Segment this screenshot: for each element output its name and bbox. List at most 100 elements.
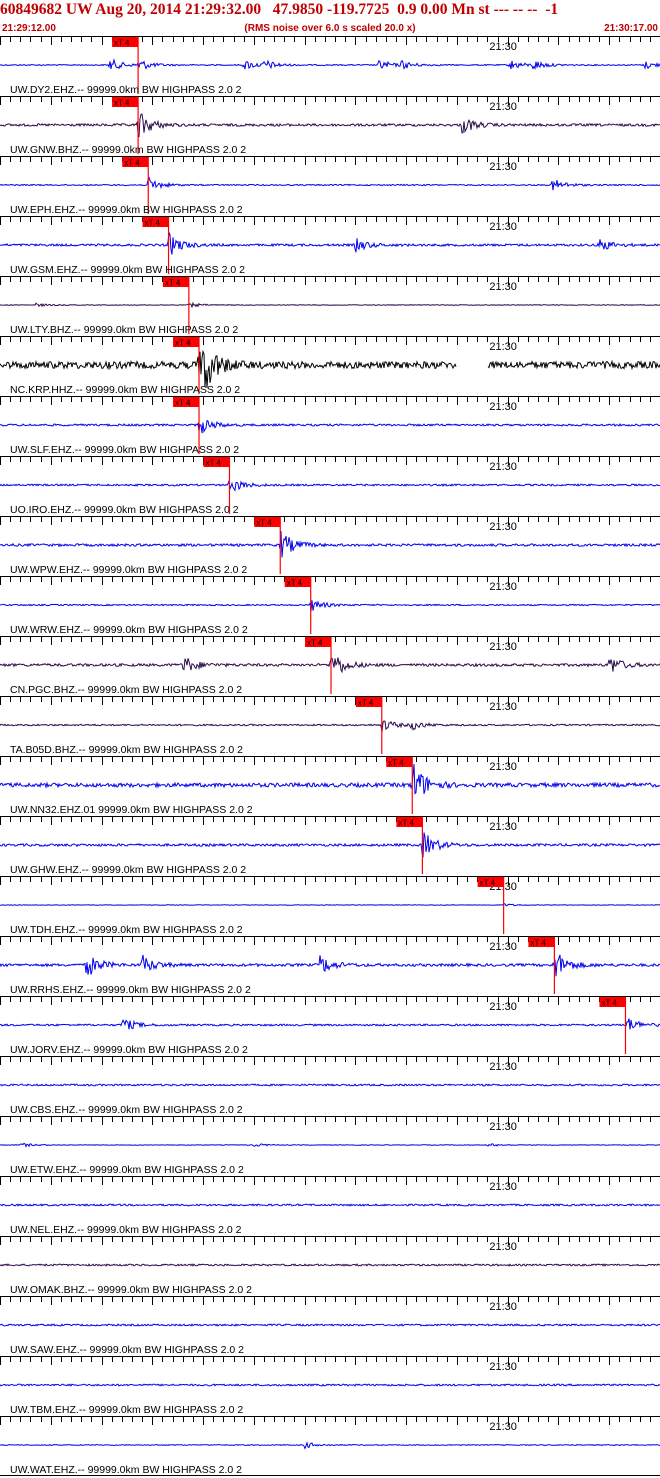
trace-row: 21:30 xT 4 CN.PGC.BHZ.-- 99999.0km BW HIGH… bbox=[0, 636, 660, 696]
trace-row: 21:30 xT 4 UW.WRW.EHZ.-- 99999.0km BW HIGH… bbox=[0, 576, 660, 636]
seismogram-plot: 21:30 xT 4 UW.DY2.EHZ.-- 99999.0km BW HIGH… bbox=[0, 36, 660, 1476]
time-marker-label: 21:30 bbox=[489, 761, 517, 773]
station-label: UW.WRW.EHZ.-- 99999.0km BW HIGHPASS 2.0 … bbox=[10, 624, 248, 636]
pick-marker-box bbox=[305, 637, 332, 647]
rms-noise-note: (RMS noise over 6.0 s scaled 20.0 x) bbox=[244, 23, 416, 34]
pick-marker-box bbox=[284, 577, 311, 587]
station-label: UW.GNW.BHZ.-- 99999.0km BW HIGHPASS 2.0 … bbox=[10, 144, 246, 156]
trace-row: 21:30 xT 4 UO.IRO.EHZ.-- 99999.0km BW HIGH… bbox=[0, 456, 660, 516]
time-marker-label: 21:30 bbox=[489, 1061, 517, 1073]
time-marker-label: 21:30 bbox=[489, 341, 517, 353]
pick-marker-box bbox=[396, 817, 423, 827]
station-label: UW.NN32.EHZ.01 99999.0km BW HIGHPASS 2.0… bbox=[10, 804, 253, 816]
waveform-trace bbox=[0, 720, 660, 733]
station-label: UW.SAW.EHZ.-- 99999.0km BW HIGHPASS 2.0 … bbox=[10, 1344, 244, 1356]
trace-row: 21:30 xT 4 UW.LTY.BHZ.-- 99999.0km BW HIGH… bbox=[0, 276, 660, 336]
station-label: UW.GSM.EHZ.-- 99999.0km BW HIGHPASS 2.0 … bbox=[10, 264, 245, 276]
pick-marker-label: xT 4 bbox=[307, 639, 323, 648]
trace-row: 21:30 UW.OMAK.BHZ.-- 99999.0km BW HIGHPAS… bbox=[0, 1236, 660, 1296]
trace-row: 21:30 xT 4 UW.GHW.EHZ.-- 99999.0km BW HIGH… bbox=[0, 816, 660, 876]
waveform-trace bbox=[0, 1440, 660, 1450]
time-marker-label: 21:30 bbox=[489, 641, 517, 653]
pick-marker-box bbox=[112, 37, 139, 47]
pick-marker-label: xT 4 bbox=[287, 579, 303, 588]
pick-marker-label: xT 4 bbox=[145, 219, 161, 228]
pick-marker-box bbox=[254, 517, 281, 527]
time-marker-label: 21:30 bbox=[489, 941, 517, 953]
waveform-trace bbox=[0, 230, 660, 255]
trace-row: 21:30 xT 4 UW.NN32.EHZ.01 99999.0km BW HIG… bbox=[0, 756, 660, 816]
station-label: UO.IRO.EHZ.-- 99999.0km BW HIGHPASS 2.0 … bbox=[10, 504, 239, 516]
trace-row: 21:30 xT 4 UW.JORV.EHZ.-- 99999.0km BW HIG… bbox=[0, 996, 660, 1056]
pick-marker-box bbox=[203, 457, 230, 467]
pick-marker-box bbox=[477, 877, 504, 887]
time-marker-label: 21:30 bbox=[489, 1301, 517, 1313]
pick-marker-label: xT 4 bbox=[388, 759, 404, 768]
pick-marker-box bbox=[112, 97, 139, 107]
waveform-trace bbox=[0, 58, 660, 71]
time-marker-label: 21:30 bbox=[489, 281, 517, 293]
pick-marker-label: xT 4 bbox=[124, 159, 140, 168]
waveform-trace bbox=[0, 657, 660, 674]
station-label: UW.TBM.EHZ.-- 99999.0km BW HIGHPASS 2.0 … bbox=[10, 1404, 243, 1416]
waveform-trace bbox=[0, 530, 660, 558]
end-time-label: 21:30:17.00 bbox=[604, 23, 658, 34]
station-label: UW.WAT.EHZ.-- 99999.0km BW HIGHPASS 2.0 … bbox=[10, 1464, 242, 1476]
waveform-trace bbox=[0, 954, 660, 977]
time-marker-label: 21:30 bbox=[489, 401, 517, 413]
waveform-trace bbox=[0, 1142, 660, 1148]
time-marker-label: 21:30 bbox=[489, 161, 517, 173]
pick-marker-label: xT 4 bbox=[256, 519, 272, 528]
trace-row: 21:30 xT 4 NC.KRP.HHZ.-- 99999.0km BW HIGH… bbox=[0, 336, 660, 396]
station-label: UW.JORV.EHZ.-- 99999.0km BW HIGHPASS 2.0… bbox=[10, 1044, 248, 1056]
trace-row: 21:30 xT 4 UW.EPH.EHZ.-- 99999.0km BW HIGH… bbox=[0, 156, 660, 216]
pick-marker-label: xT 4 bbox=[114, 39, 130, 48]
station-label: UW.NEL.EHZ.-- 99999.0km BW HIGHPASS 2.0 … bbox=[10, 1224, 242, 1236]
trace-row: 21:30 xT 4 UW.GNW.BHZ.-- 99999.0km BW HIGH… bbox=[0, 96, 660, 156]
pick-marker-box bbox=[122, 157, 149, 167]
station-label: UW.WPW.EHZ.-- 99999.0km BW HIGHPASS 2.0 … bbox=[10, 564, 247, 576]
pick-marker-label: xT 4 bbox=[205, 459, 221, 468]
waveform-trace bbox=[0, 903, 660, 907]
time-marker-label: 21:30 bbox=[489, 1361, 517, 1373]
pick-marker-label: xT 4 bbox=[398, 819, 414, 828]
pick-marker-box bbox=[355, 697, 382, 707]
station-label: UW.GHW.EHZ.-- 99999.0km BW HIGHPASS 2.0 … bbox=[10, 864, 246, 876]
waveform-trace bbox=[0, 1203, 660, 1207]
time-marker-label: 21:30 bbox=[489, 1421, 517, 1433]
waveform-trace bbox=[0, 1323, 660, 1327]
station-label: UW.OMAK.BHZ.-- 99999.0km BW HIGHPASS 2.0… bbox=[10, 1284, 252, 1296]
waveform-trace bbox=[0, 1263, 660, 1267]
time-marker-label: 21:30 bbox=[489, 1001, 517, 1013]
time-marker-label: 21:30 bbox=[489, 581, 517, 593]
waveform-trace bbox=[0, 1018, 660, 1030]
waveform-trace bbox=[0, 113, 660, 138]
station-label: UW.ETW.EHZ.-- 99999.0km BW HIGHPASS 2.0 … bbox=[10, 1164, 244, 1176]
trace-row: 21:30 xT 4 UW.GSM.EHZ.-- 99999.0km BW HIGH… bbox=[0, 216, 660, 276]
pick-marker-label: xT 4 bbox=[601, 999, 617, 1008]
trace-row: 21:30 UW.SAW.EHZ.-- 99999.0km BW HIGHPASS… bbox=[0, 1296, 660, 1356]
pick-marker-box bbox=[142, 217, 169, 227]
trace-row: 21:30 UW.TBM.EHZ.-- 99999.0km BW HIGHPASS… bbox=[0, 1356, 660, 1416]
station-label: NC.KRP.HHZ.-- 99999.0km BW HIGHPASS 2.0 … bbox=[10, 384, 240, 396]
pick-marker-box bbox=[173, 337, 200, 347]
station-label: UW.RRHS.EHZ.-- 99999.0km BW HIGHPASS 2.0… bbox=[10, 984, 251, 996]
pick-marker-box bbox=[599, 997, 626, 1007]
trace-row: 21:30 xT 4 UW.DY2.EHZ.-- 99999.0km BW HIGH… bbox=[0, 36, 660, 96]
station-label: UW.EPH.EHZ.-- 99999.0km BW HIGHPASS 2.0 … bbox=[10, 204, 243, 216]
time-marker-label: 21:30 bbox=[489, 821, 517, 833]
pick-marker-box bbox=[528, 937, 555, 947]
pick-marker-box bbox=[162, 277, 189, 287]
waveform-trace bbox=[0, 176, 660, 191]
start-time-label: 21:29:12.00 bbox=[2, 23, 56, 34]
time-marker-label: 21:30 bbox=[489, 1181, 517, 1193]
pick-marker-label: xT 4 bbox=[165, 279, 181, 288]
station-label: UW.LTY.BHZ.-- 99999.0km BW HIGHPASS 2.0 … bbox=[10, 324, 238, 336]
waveform-trace bbox=[0, 832, 660, 858]
trace-row: 21:30 UW.ETW.EHZ.-- 99999.0km BW HIGHPASS… bbox=[0, 1116, 660, 1176]
time-marker-label: 21:30 bbox=[489, 461, 517, 473]
pick-marker-label: xT 4 bbox=[175, 399, 191, 408]
trace-row: 21:30 xT 4 UW.SLF.EHZ.-- 99999.0km BW HIGH… bbox=[0, 396, 660, 456]
time-marker-label: 21:30 bbox=[489, 1241, 517, 1253]
